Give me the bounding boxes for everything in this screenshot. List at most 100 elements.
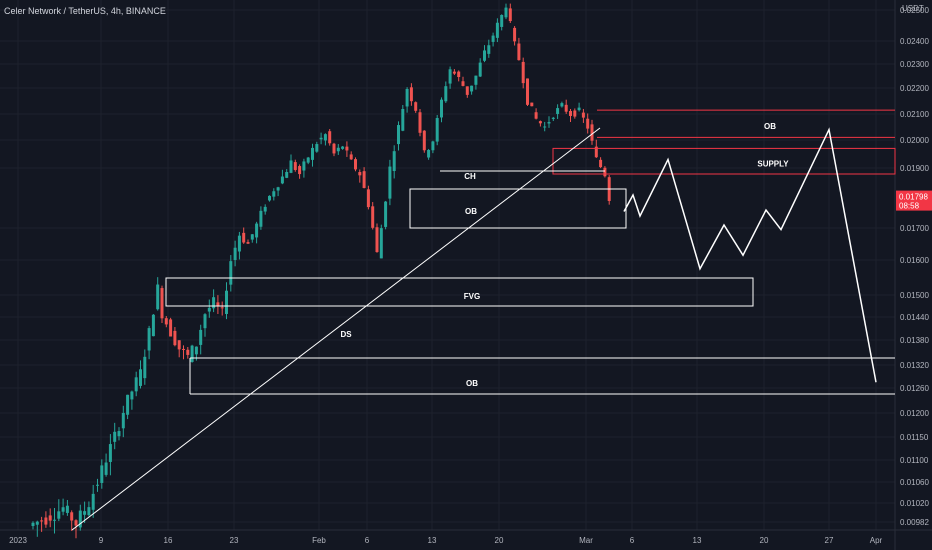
zone-supply-box <box>552 147 896 175</box>
candle-body <box>457 71 461 78</box>
x-tick-label: 20 <box>760 536 769 545</box>
candle-body <box>564 104 568 112</box>
candle-body <box>194 346 198 355</box>
x-tick-label: Feb <box>312 536 326 545</box>
candle-body <box>246 242 250 244</box>
candle-body <box>263 206 267 212</box>
candle-body <box>237 235 241 252</box>
candle-body <box>388 166 392 199</box>
candle-body <box>371 206 375 228</box>
x-tick-label: 13 <box>428 536 437 545</box>
zone-ch-label: CH <box>464 172 476 181</box>
candle-body <box>70 512 74 521</box>
candle-body <box>538 121 542 124</box>
candle-body <box>427 149 431 158</box>
candle-body <box>569 110 572 116</box>
y-tick-label: 0.01700 <box>900 224 929 233</box>
candle-body <box>229 261 233 285</box>
candle-body <box>315 144 319 152</box>
y-tick-label: 0.00982 <box>900 518 929 527</box>
x-tick-label: 27 <box>825 536 834 545</box>
candle-body <box>298 166 302 175</box>
y-tick-label: 0.02500 <box>900 6 929 15</box>
candle-body <box>96 484 99 486</box>
zone-fvg-box <box>165 277 754 307</box>
candle-body <box>547 122 551 124</box>
candle-body <box>500 14 504 27</box>
x-tick-label: 6 <box>630 536 635 545</box>
candle-body <box>586 118 590 129</box>
candle-body <box>173 330 177 346</box>
candle-body <box>513 27 517 42</box>
x-tick-label: 9 <box>99 536 104 545</box>
candle-body <box>495 22 499 38</box>
y-tick-label: 0.02400 <box>900 37 929 46</box>
candle-body <box>139 369 142 386</box>
candle-body <box>345 146 349 151</box>
y-tick-label: 0.01900 <box>900 164 929 173</box>
zone-ob-low-label: OB <box>466 379 478 388</box>
candle-body <box>199 329 203 345</box>
candle-body <box>431 141 435 151</box>
candle-body <box>225 290 228 314</box>
candle-body <box>551 117 555 119</box>
candle-body <box>164 318 168 325</box>
candle-body <box>440 99 443 118</box>
candle-body <box>409 87 413 102</box>
chart-title: Celer Network / TetherUS, 4h, BINANCE <box>4 6 166 16</box>
candle-body <box>87 507 91 516</box>
candle-body <box>384 201 388 227</box>
candle-body <box>414 102 418 111</box>
candle-body <box>392 151 396 171</box>
y-tick-label: 0.02300 <box>900 60 929 69</box>
candle-body <box>302 161 306 171</box>
candle-body <box>379 228 383 259</box>
candle-body <box>250 234 254 240</box>
candle-body <box>526 78 529 105</box>
candle-body <box>83 511 87 515</box>
x-tick-label: Mar <box>579 536 593 545</box>
zone-ob-box <box>409 188 627 229</box>
candle-body <box>74 520 78 526</box>
candle-body <box>461 81 465 86</box>
candle-body <box>242 232 246 243</box>
candle-body <box>108 444 112 462</box>
zone-supply-label: SUPPLY <box>757 159 789 168</box>
candle-body <box>354 159 357 170</box>
candle-body <box>362 171 366 188</box>
y-tick-label: 0.01600 <box>900 256 929 265</box>
candle-body <box>487 45 491 54</box>
zone-ob-mid-label: OB <box>465 207 477 216</box>
current-price-timer: 08:58 <box>899 202 920 211</box>
candle-body <box>319 137 323 140</box>
candle-body <box>100 465 104 483</box>
candle-body <box>151 314 155 337</box>
candle-body <box>470 85 474 92</box>
y-tick-label: 0.01260 <box>900 384 929 393</box>
candle-body <box>474 75 478 85</box>
x-tick-label: 23 <box>230 536 239 545</box>
candle-body <box>581 112 585 118</box>
candle-body <box>375 227 379 253</box>
candle-body <box>366 189 370 208</box>
candle-body <box>349 154 353 160</box>
x-tick-label: 13 <box>693 536 702 545</box>
candle-body <box>207 307 211 312</box>
candle-body <box>190 345 194 362</box>
candle-body <box>465 86 469 95</box>
candle-body <box>126 394 130 415</box>
candle-body <box>435 118 439 142</box>
candle-body <box>177 340 181 350</box>
candle-body <box>573 110 577 117</box>
candle-body <box>233 247 237 260</box>
candle-body <box>48 515 52 521</box>
y-tick-label: 0.01020 <box>900 499 929 508</box>
candle-body <box>186 349 190 355</box>
candle-body <box>590 124 594 141</box>
candle-body <box>422 130 426 151</box>
candle-body <box>444 86 448 102</box>
candle-body <box>332 143 336 154</box>
candle-body <box>418 112 422 133</box>
